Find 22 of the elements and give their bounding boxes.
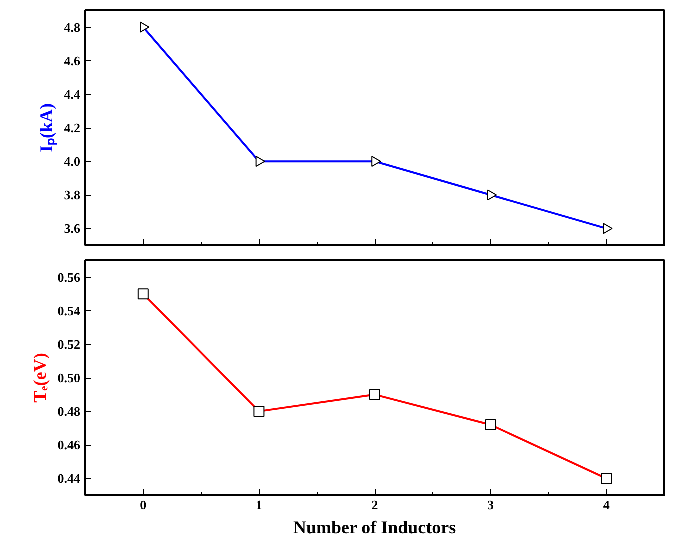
y-tick-label: 4.6 bbox=[64, 53, 81, 68]
y-tick-label: 3.6 bbox=[64, 221, 81, 236]
y-axis-title: Tₑ(eV) bbox=[30, 353, 50, 403]
y-tick-label: 4.2 bbox=[64, 120, 80, 136]
y-tick-label: 0.44 bbox=[58, 471, 81, 486]
y-tick-label: 0.56 bbox=[58, 270, 81, 285]
y-axis-title: Iₚ(kA) bbox=[36, 103, 58, 152]
y-tick-label: 0.48 bbox=[58, 404, 81, 420]
x-axis-title: Number of Inductors bbox=[294, 518, 456, 538]
x-tick-label: 0 bbox=[140, 498, 147, 512]
y-tick-label: 3.8 bbox=[64, 188, 81, 203]
y-tick-label: 4.4 bbox=[64, 86, 81, 102]
x-tick-label: 3 bbox=[488, 498, 495, 512]
y-tick-label: 0.52 bbox=[58, 336, 80, 352]
x-tick-label: 4 bbox=[603, 498, 610, 512]
y-tick-label: 4.0 bbox=[64, 154, 80, 170]
x-tick-label: 1 bbox=[256, 498, 262, 512]
y-tick-label: 0.50 bbox=[58, 370, 80, 386]
y-tick-label: 0.54 bbox=[58, 303, 81, 318]
y-tick-label: 4.8 bbox=[64, 20, 81, 35]
x-tick-label: 2 bbox=[372, 498, 378, 512]
y-tick-label: 0.46 bbox=[58, 438, 81, 453]
